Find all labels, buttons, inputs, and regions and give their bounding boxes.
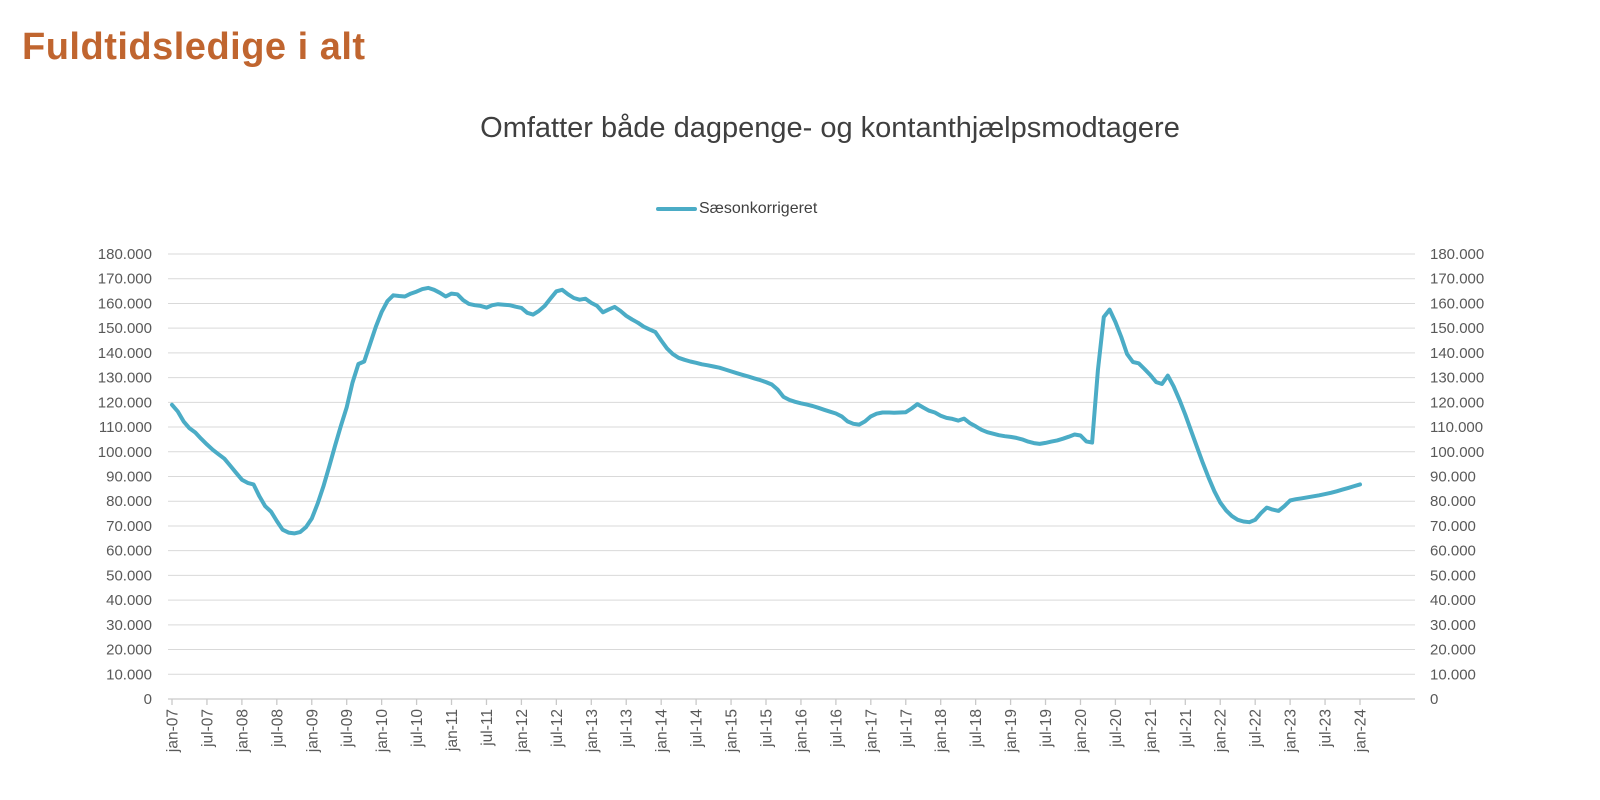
y-axis-label-left: 30.000 [106,617,152,634]
x-axis-label: jan-18 [933,709,950,753]
y-axis-label-left: 0 [144,691,152,708]
y-axis-label-left: 170.000 [98,271,152,288]
y-axis-label-left: 180.000 [98,246,152,263]
y-axis-label-right: 110.000 [1430,419,1483,436]
x-axis-label: jul-18 [968,709,985,748]
chart-subtitle-row: Omfatter både dagpenge- og kontanthjælps… [30,112,1600,145]
x-axis-label: jan-12 [514,709,531,753]
y-axis-label-left: 100.000 [98,444,152,461]
x-axis-label: jan-17 [863,709,880,753]
y-axis-label-left: 80.000 [106,493,152,510]
x-axis-label: jul-19 [1038,709,1055,748]
y-axis-label-right: 20.000 [1430,642,1476,659]
x-axis-label: jul-09 [339,709,356,748]
y-axis-label-right: 100.000 [1430,444,1484,461]
y-axis-label-right: 120.000 [1430,394,1484,411]
x-axis-label: jan-10 [374,709,391,753]
y-axis-label-left: 130.000 [98,370,152,387]
y-axis-label-right: 30.000 [1430,617,1476,634]
y-axis-label-left: 60.000 [106,543,152,560]
x-axis-label: jan-16 [793,709,810,753]
x-axis-label: jul-10 [409,709,426,748]
y-axis-label-left: 90.000 [106,469,152,486]
x-axis-label: jul-08 [269,709,286,748]
y-axis-label-right: 60.000 [1430,543,1476,560]
y-axis-label-right: 70.000 [1430,518,1476,535]
x-axis-label: jan-23 [1283,709,1300,753]
y-axis-label-right: 160.000 [1430,295,1484,312]
y-axis-label-left: 120.000 [98,394,152,411]
y-axis-label-right: 180.000 [1430,246,1484,263]
y-axis-label-right: 50.000 [1430,567,1476,584]
x-axis-label: jan-24 [1353,709,1370,753]
x-axis-label: jul-22 [1248,709,1265,748]
x-axis-label: jul-13 [619,709,636,748]
series-line [170,285,1362,536]
x-axis-label: jul-14 [689,709,706,748]
x-axis-label: jan-07 [165,709,182,753]
y-axis-label-right: 0 [1430,691,1438,708]
x-axis-label: jul-15 [759,709,776,748]
page-title: Fuldtidsledige i alt [22,26,366,68]
x-axis-label: jan-21 [1143,709,1160,753]
y-axis-label-left: 20.000 [106,642,152,659]
y-axis-label-right: 140.000 [1430,345,1484,362]
y-axis-label-right: 10.000 [1430,666,1476,683]
y-axis-label-right: 40.000 [1430,592,1476,609]
y-axis-label-right: 90.000 [1430,469,1476,486]
x-axis-label: jul-23 [1318,709,1335,748]
x-axis-label: jan-11 [444,709,461,752]
chart-legend: Sæsonkorrigeret [656,198,817,220]
x-axis-label: jul-11 [479,709,496,747]
x-axis-label: jan-14 [654,709,671,753]
x-axis-label: jul-20 [1108,709,1125,748]
x-axis-label: jul-07 [199,709,216,748]
x-axis-label: jul-21 [1178,709,1195,748]
legend-line-icon [656,207,697,211]
y-axis-label-left: 140.000 [98,345,152,362]
chart-subtitle: Omfatter både dagpenge- og kontanthjælps… [480,112,1180,144]
y-axis-label-left: 50.000 [106,567,152,584]
x-axis-label: jan-22 [1213,709,1230,753]
y-axis-label-left: 150.000 [98,320,152,337]
y-axis-label-right: 170.000 [1430,271,1484,288]
x-axis-label: jul-16 [828,709,845,748]
x-axis-label: jan-13 [584,709,601,753]
y-axis-label-right: 130.000 [1430,370,1484,387]
y-axis-label-left: 70.000 [106,518,152,535]
y-axis-label-right: 80.000 [1430,493,1476,510]
x-axis-label: jan-09 [304,709,321,753]
y-axis-label-left: 110.000 [99,419,152,436]
legend-series-label: Sæsonkorrigeret [699,200,818,217]
y-axis-label-left: 10.000 [106,666,152,683]
x-axis-label: jul-17 [898,709,915,748]
x-axis-label: jan-08 [234,709,251,753]
x-axis-label: jul-12 [549,709,566,748]
y-axis-label-left: 160.000 [98,295,152,312]
y-axis-label-left: 40.000 [106,592,152,609]
y-axis-label-right: 150.000 [1430,320,1484,337]
x-axis-label: jan-20 [1073,709,1090,753]
x-axis-label: jan-19 [1003,709,1020,753]
x-axis-label: jan-15 [724,709,741,753]
